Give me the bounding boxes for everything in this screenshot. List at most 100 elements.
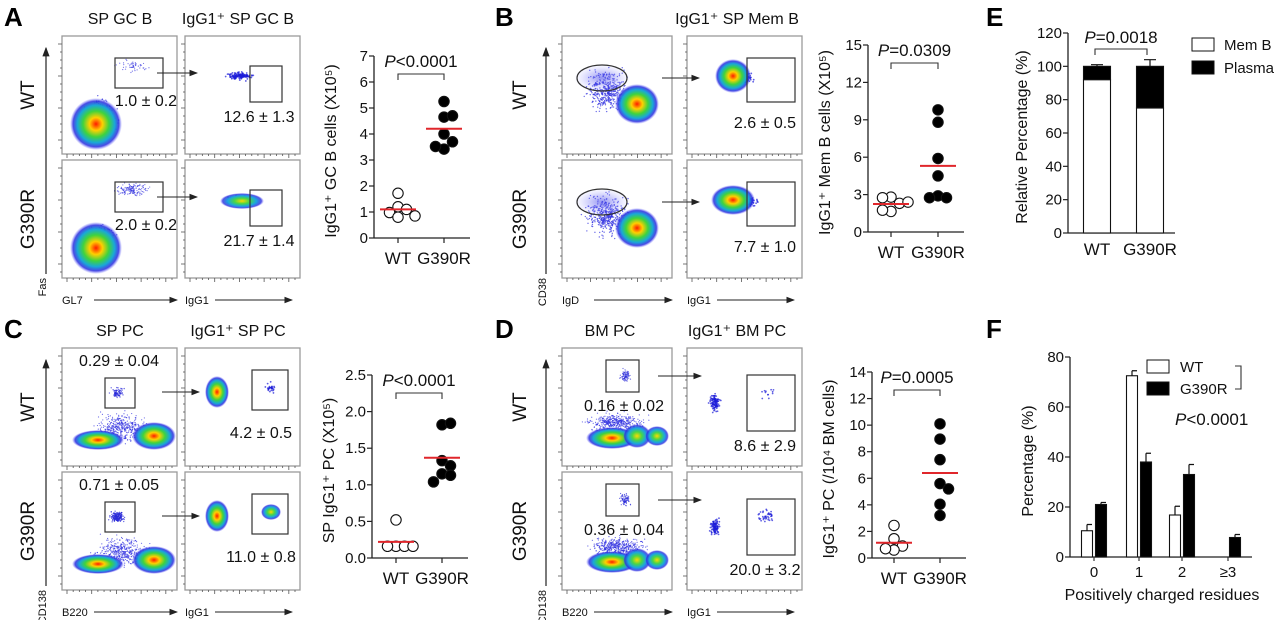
event-dot	[619, 414, 621, 416]
event-dot	[143, 421, 145, 423]
event-dot	[625, 423, 627, 425]
event-dot	[713, 396, 716, 399]
event-dot	[134, 548, 136, 550]
panel-label-b: B	[495, 2, 514, 32]
event-dot	[110, 541, 113, 543]
event-dot	[109, 547, 111, 549]
event-dot	[231, 77, 233, 79]
event-dot	[610, 424, 612, 426]
event-dot	[123, 413, 125, 415]
event-dot	[591, 221, 594, 223]
event-dot	[612, 415, 614, 417]
event-dot	[126, 427, 128, 429]
event-dot	[626, 371, 628, 374]
event-dot	[124, 429, 126, 431]
event-dot	[612, 221, 615, 223]
flow-title-2: IgG1⁺ SP PC	[190, 323, 285, 340]
event-dot	[121, 427, 123, 429]
event-dot	[602, 220, 605, 222]
event-dot	[122, 545, 125, 548]
event-dot	[119, 421, 121, 423]
event-dot	[625, 427, 627, 429]
event-dot	[128, 430, 130, 432]
event-dot	[97, 94, 99, 97]
event-dot	[121, 434, 123, 436]
event-dot	[116, 546, 118, 548]
event-dot	[589, 419, 591, 422]
event-dot	[115, 413, 118, 415]
event-dot	[122, 419, 125, 421]
event-dot	[129, 64, 131, 66]
event-dot	[122, 66, 125, 68]
event-dot	[604, 219, 607, 221]
event-dot	[626, 372, 629, 374]
event-dot	[103, 425, 105, 427]
flow-plot-parent-wt: 1.0 ± 0.2	[58, 35, 178, 158]
event-dot	[120, 513, 123, 516]
flow-plot-parent-wt: 0.16 ± 0.02	[558, 347, 673, 470]
event-dot	[591, 416, 593, 418]
event-dot	[615, 92, 618, 94]
event-dot	[617, 412, 619, 414]
event-dot	[589, 93, 591, 96]
event-dot	[264, 386, 267, 388]
event-dot	[143, 188, 145, 190]
event-dot	[122, 192, 124, 194]
event-dot	[598, 424, 600, 426]
event-dot	[591, 219, 593, 221]
event-dot	[143, 545, 145, 548]
event-dot	[610, 92, 612, 95]
event-dot	[124, 410, 126, 412]
event-dot	[588, 421, 590, 423]
event-dot	[117, 429, 119, 431]
event-dot	[113, 394, 115, 396]
event-dot	[614, 424, 616, 426]
event-dot	[113, 553, 115, 555]
event-dot	[607, 93, 609, 95]
event-dot	[617, 90, 619, 92]
event-dot	[591, 101, 593, 104]
event-dot	[607, 420, 609, 422]
event-dot	[630, 419, 632, 421]
event-dot	[117, 186, 120, 188]
event-dot	[126, 189, 128, 191]
event-dot	[120, 519, 123, 521]
event-dot	[123, 64, 125, 66]
event-dot	[108, 425, 110, 427]
event-dot	[611, 234, 613, 236]
event-dot	[607, 101, 610, 103]
event-dot	[109, 427, 112, 429]
event-dot	[127, 424, 129, 427]
event-dot	[107, 425, 109, 428]
event-dot	[593, 219, 595, 222]
event-dot	[633, 417, 636, 420]
event-dot	[113, 547, 115, 550]
event-dot	[587, 218, 589, 221]
x-axis-marker-label-2: IgG1	[185, 295, 209, 307]
event-dot	[603, 419, 605, 421]
event-dot	[116, 190, 119, 192]
event-dot	[130, 188, 132, 191]
x-axis-marker-label-2: IgG1	[687, 295, 711, 307]
event-dot	[241, 72, 244, 75]
event-dot	[110, 544, 112, 546]
event-dot	[116, 423, 119, 425]
event-dot	[116, 386, 118, 389]
event-dot	[130, 71, 132, 74]
event-dot	[603, 92, 606, 95]
event-dot	[120, 511, 123, 514]
event-dot	[129, 539, 131, 541]
event-dot	[615, 214, 617, 216]
event-dot	[626, 418, 629, 420]
event-dot	[100, 426, 102, 428]
event-dot	[130, 66, 132, 69]
event-dot	[109, 514, 111, 517]
event-dot	[107, 519, 110, 521]
event-dot	[105, 545, 107, 548]
event-dot	[623, 423, 625, 425]
density-blob	[220, 193, 264, 209]
event-dot	[604, 425, 607, 427]
event-dot	[112, 428, 115, 430]
event-dot	[606, 421, 608, 423]
